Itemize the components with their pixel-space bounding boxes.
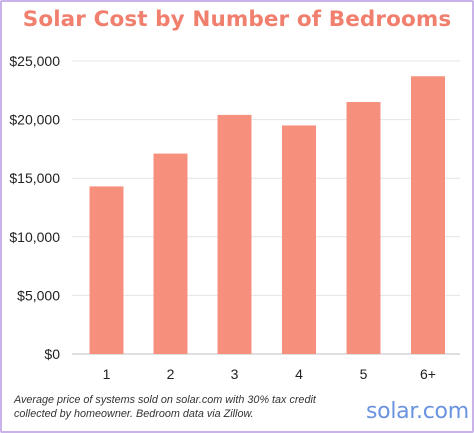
y-tick-label: $25,000 (9, 53, 60, 69)
bar-4 (282, 125, 316, 355)
y-axis-ticks: $0 $5,000 $10,000 $15,000 $20,000 $25,000 (9, 53, 60, 362)
bars (89, 76, 445, 355)
bar-5 (346, 102, 381, 355)
solar-logo[interactable]: solar.com (366, 399, 469, 424)
y-tick-label: $10,000 (9, 229, 60, 245)
bar-1 (89, 186, 124, 354)
y-tick-label: $15,000 (9, 170, 60, 186)
chart-title: Solar Cost by Number of Bedrooms (22, 7, 452, 32)
y-tick-label: $5,000 (17, 287, 60, 303)
gridlines (72, 60, 460, 355)
footnote: Average price of systems sold on solar.c… (14, 394, 316, 420)
bar-2 (153, 153, 188, 354)
x-axis-ticks: 1 2 3 4 5 6+ (103, 366, 436, 382)
x-tick-label: 2 (167, 366, 175, 382)
bar-3 (217, 114, 252, 354)
y-tick-label: $0 (44, 346, 60, 362)
x-tick-label: 3 (231, 366, 239, 382)
bar-6+ (411, 76, 445, 355)
x-tick-label: 1 (103, 366, 111, 382)
x-tick-label: 6+ (420, 366, 436, 382)
y-tick-label: $20,000 (9, 112, 60, 128)
x-tick-label: 4 (295, 366, 303, 382)
x-tick-label: 5 (360, 366, 368, 382)
